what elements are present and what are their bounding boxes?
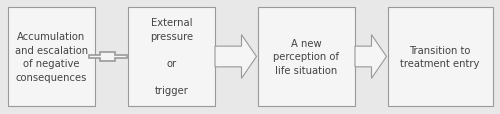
Text: A new
perception of
life situation: A new perception of life situation — [273, 39, 339, 75]
Bar — [128, 8, 215, 106]
Polygon shape — [355, 35, 386, 79]
Bar — [258, 8, 355, 106]
Text: External
pressure

or

trigger: External pressure or trigger — [150, 18, 193, 96]
Polygon shape — [215, 35, 256, 79]
Polygon shape — [88, 53, 126, 61]
Text: Accumulation
and escalation
of negative
consequences: Accumulation and escalation of negative … — [14, 32, 88, 82]
Bar — [8, 8, 95, 106]
Text: Transition to
treatment entry: Transition to treatment entry — [400, 45, 479, 69]
Bar — [388, 8, 492, 106]
